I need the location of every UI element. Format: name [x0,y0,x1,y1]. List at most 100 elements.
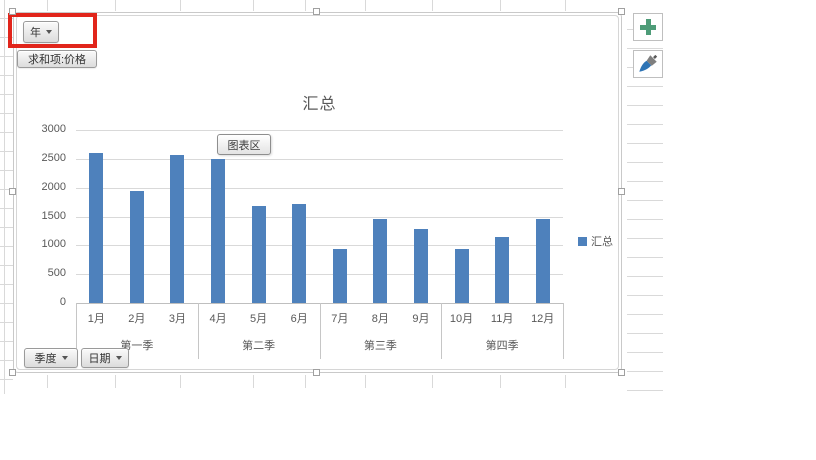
y-gridline [76,130,563,131]
bar-4月[interactable] [211,159,226,303]
sheet-row-line [0,341,13,342]
bar-8月[interactable] [373,219,388,303]
quarter-field-button[interactable]: 季度 [24,348,78,368]
selection-handle[interactable] [618,369,625,376]
sheet-row-line [0,322,13,323]
category-label: 5月 [250,313,268,325]
sheet-row-line [0,113,13,114]
sheet-row-line [627,390,663,391]
category-label: 8月 [371,313,389,325]
group-separator [319,303,321,359]
selection-handle[interactable] [9,8,16,15]
group-separator [76,303,77,359]
chart-legend[interactable]: 汇总 [578,233,613,249]
group-label: 第二季 [242,340,276,352]
category-label: 7月 [331,313,349,325]
sheet-row-line [627,200,663,201]
sheet-row-line [627,371,663,372]
y-axis-tick-label: 2500 [41,151,66,164]
sheet-row-line [0,208,13,209]
sheet-row-line [0,227,13,228]
y-gridline [76,216,563,218]
category-label: 9月 [412,313,430,325]
legend-label: 汇总 [591,236,613,248]
sheet-row-line [0,265,13,266]
sheet-column-line [47,0,48,11]
value-field-button[interactable]: 求和项:价格 [17,50,97,68]
category-label: 1月 [87,313,105,325]
bar-5月[interactable] [251,205,266,303]
sheet-column-line [115,375,116,388]
y-axis-tick-label: 1500 [41,209,66,222]
chart-styles-button[interactable] [633,50,663,78]
selection-handle[interactable] [618,8,625,15]
sheet-row-line [0,56,13,57]
annotation-highlight-box [8,13,97,48]
bar-3月[interactable] [170,154,185,303]
y-gridline [76,245,563,247]
sheet-column-line [500,375,501,388]
bar-9月[interactable] [413,228,428,303]
y-gridline [76,274,563,276]
category-label: 6月 [290,313,308,325]
selection-handle[interactable] [618,188,625,195]
quarter-field-label: 季度 [34,353,57,365]
y-gridline [76,187,563,189]
y-axis-tick-label: 0 [59,296,66,308]
sheet-column-line [4,0,5,394]
bar-7月[interactable] [332,248,347,303]
sheet-row-line [627,124,663,125]
sheet-row-line [0,170,13,171]
bar-11月[interactable] [495,236,510,303]
sheet-row-line [0,303,13,304]
year-filter-label: 年 [30,27,41,39]
selection-handle[interactable] [9,369,16,376]
group-separator [563,303,564,359]
sheet-row-line [627,295,663,296]
bar-10月[interactable] [454,248,469,303]
sheet-row-line [627,257,663,258]
sheet-column-line [180,0,181,11]
year-filter-button[interactable]: 年 [23,21,59,43]
sheet-row-line [627,86,663,87]
sheet-row-line [627,162,663,163]
y-axis-tick-label: 1000 [41,238,66,251]
sheet-column-line [565,375,566,388]
sheet-row-line [0,379,13,380]
bar-6月[interactable] [292,204,307,303]
selection-handle[interactable] [9,188,16,195]
chart-area-tooltip: 图表区 [217,134,271,155]
sheet-row-line [627,314,663,315]
category-label: 10月 [449,313,474,325]
sheet-row-line [0,75,13,76]
bar-12月[interactable] [535,218,550,303]
bar-1月[interactable] [89,153,104,303]
paintbrush-icon [639,54,658,72]
sheet-row-line [627,48,663,49]
group-label: 第三季 [363,340,397,352]
selection-handle[interactable] [313,369,320,376]
sheet-row-line [0,360,13,361]
pivot-chart-object[interactable]: 汇总 0 500 1000 1500 2000 2500 3000 1月 2月 3月 4月 5月 6月 7… [13,12,622,373]
sheet-row-line [0,151,13,152]
sheet-column-line [365,0,366,11]
sheet-column-line [180,375,181,388]
sheet-row-line [627,238,663,239]
date-field-button[interactable]: 日期 [81,348,129,368]
sheet-column-line [253,375,254,388]
group-label: 第四季 [485,340,519,352]
sheet-row-line [627,276,663,277]
sheet-row-line [627,181,663,182]
chart-elements-button[interactable] [633,13,663,41]
plus-icon [640,19,656,35]
sheet-column-line [432,375,433,388]
sheet-row-line [0,189,13,190]
selection-handle[interactable] [313,8,320,15]
category-label: 2月 [128,313,146,325]
value-field-label: 求和项:价格 [27,54,87,66]
y-gridline [76,158,563,160]
legend-swatch [578,236,587,246]
category-label: 11月 [490,313,514,325]
bar-2月[interactable] [129,190,144,303]
chevron-down-icon [46,30,52,34]
